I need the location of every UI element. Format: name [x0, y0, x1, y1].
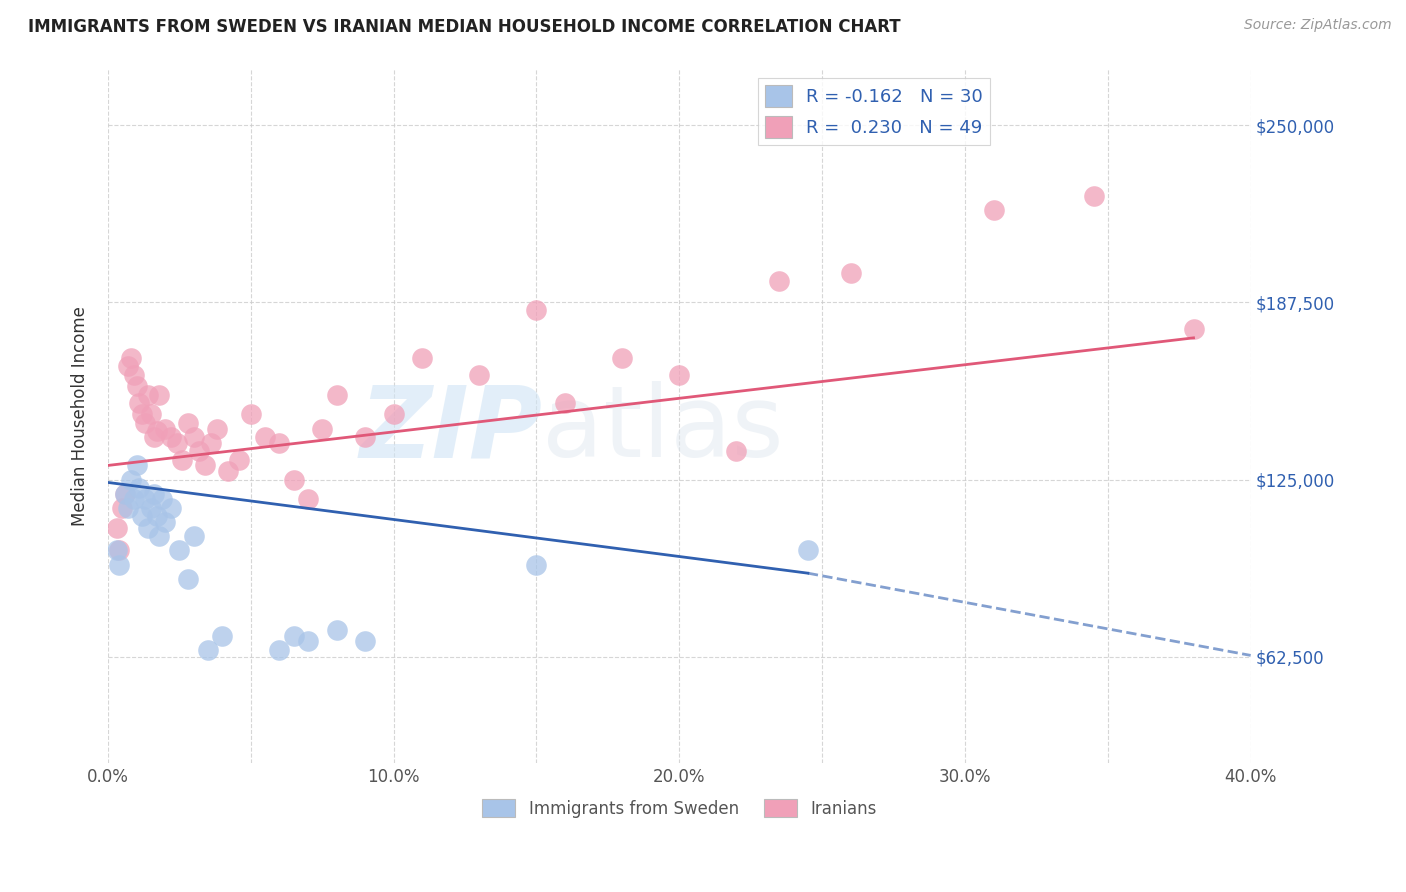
Point — [311, 421, 333, 435]
Point — [269, 642, 291, 657]
Point — [239, 408, 262, 422]
Point — [325, 623, 347, 637]
Point — [142, 487, 165, 501]
Point — [139, 408, 162, 422]
Y-axis label: Median Household Income: Median Household Income — [72, 306, 89, 525]
Point — [172, 452, 194, 467]
Point — [169, 543, 191, 558]
Point — [668, 368, 690, 382]
Point — [136, 521, 159, 535]
Point — [200, 435, 222, 450]
Point — [136, 387, 159, 401]
Point — [142, 430, 165, 444]
Point — [139, 500, 162, 515]
Point — [125, 458, 148, 473]
Point — [228, 452, 250, 467]
Point — [131, 509, 153, 524]
Point — [382, 408, 405, 422]
Point — [134, 416, 156, 430]
Point — [297, 634, 319, 648]
Point — [108, 543, 131, 558]
Point — [526, 558, 548, 572]
Point — [983, 203, 1005, 218]
Point — [217, 464, 239, 478]
Point — [145, 425, 167, 439]
Point — [1182, 322, 1205, 336]
Point — [166, 435, 188, 450]
Point — [122, 368, 145, 382]
Point — [122, 492, 145, 507]
Point — [120, 473, 142, 487]
Point — [183, 529, 205, 543]
Point — [254, 430, 277, 444]
Point — [148, 529, 170, 543]
Point — [526, 302, 548, 317]
Text: IMMIGRANTS FROM SWEDEN VS IRANIAN MEDIAN HOUSEHOLD INCOME CORRELATION CHART: IMMIGRANTS FROM SWEDEN VS IRANIAN MEDIAN… — [28, 18, 901, 36]
Point — [468, 368, 491, 382]
Point — [111, 500, 134, 515]
Point — [153, 515, 176, 529]
Point — [269, 435, 291, 450]
Point — [117, 500, 139, 515]
Point — [114, 487, 136, 501]
Point — [177, 572, 200, 586]
Text: ZIP: ZIP — [359, 381, 543, 478]
Legend: Immigrants from Sweden, Iranians: Immigrants from Sweden, Iranians — [475, 793, 883, 824]
Point — [725, 444, 748, 458]
Point — [105, 543, 128, 558]
Point — [194, 458, 217, 473]
Point — [1083, 189, 1105, 203]
Point — [354, 634, 377, 648]
Point — [297, 492, 319, 507]
Point — [114, 487, 136, 501]
Point — [205, 421, 228, 435]
Point — [411, 351, 433, 365]
Point — [183, 430, 205, 444]
Point — [188, 444, 211, 458]
Point — [283, 473, 305, 487]
Point — [797, 543, 820, 558]
Point — [125, 379, 148, 393]
Point — [839, 266, 862, 280]
Point — [128, 481, 150, 495]
Point — [120, 351, 142, 365]
Point — [148, 387, 170, 401]
Text: atlas: atlas — [543, 381, 783, 478]
Point — [117, 359, 139, 374]
Point — [177, 416, 200, 430]
Point — [160, 500, 183, 515]
Point — [150, 492, 173, 507]
Point — [197, 642, 219, 657]
Point — [131, 408, 153, 422]
Point — [105, 521, 128, 535]
Text: Source: ZipAtlas.com: Source: ZipAtlas.com — [1244, 18, 1392, 32]
Point — [145, 509, 167, 524]
Point — [160, 430, 183, 444]
Point — [554, 396, 576, 410]
Point — [325, 387, 347, 401]
Point — [612, 351, 634, 365]
Point — [108, 558, 131, 572]
Point — [211, 628, 233, 642]
Point — [354, 430, 377, 444]
Point — [768, 274, 790, 288]
Point — [283, 628, 305, 642]
Point — [128, 396, 150, 410]
Point — [153, 421, 176, 435]
Point — [134, 492, 156, 507]
